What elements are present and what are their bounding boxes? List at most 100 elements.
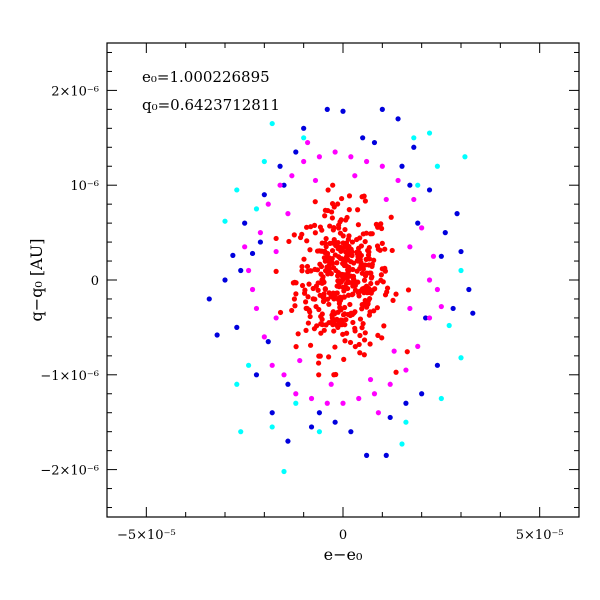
data-point xyxy=(411,196,417,203)
data-point xyxy=(344,330,350,336)
y-tick-label: 0 xyxy=(91,274,99,289)
data-point xyxy=(340,400,346,406)
data-point xyxy=(316,248,322,254)
data-point xyxy=(361,290,367,296)
data-point xyxy=(326,354,332,360)
data-point xyxy=(312,199,318,205)
y-tick-label: 2×10⁻⁶ xyxy=(51,84,99,99)
data-point xyxy=(317,261,323,267)
data-point xyxy=(352,282,358,289)
data-point xyxy=(305,139,311,146)
data-point xyxy=(379,163,385,169)
data-point xyxy=(378,221,384,227)
data-point xyxy=(357,235,363,241)
data-point xyxy=(346,207,352,213)
data-point xyxy=(379,106,385,112)
data-point xyxy=(404,349,410,355)
data-point xyxy=(246,267,252,274)
data-point xyxy=(375,332,381,339)
data-point xyxy=(371,139,378,146)
data-point xyxy=(301,256,307,262)
data-point xyxy=(366,270,373,276)
data-point xyxy=(341,272,347,278)
data-point xyxy=(426,130,433,136)
x-axis-label: e−e₀ xyxy=(324,545,363,564)
data-point xyxy=(378,277,384,283)
data-point xyxy=(222,277,228,283)
data-point xyxy=(304,263,311,270)
data-point xyxy=(375,410,381,416)
data-point xyxy=(365,252,372,258)
annotation-q0: q₀=0.6423712811 xyxy=(142,96,280,114)
data-point xyxy=(330,322,336,328)
data-point xyxy=(305,320,311,326)
data-point xyxy=(285,211,291,217)
data-point xyxy=(340,260,346,267)
data-point xyxy=(438,395,444,402)
data-point xyxy=(234,187,240,193)
data-point xyxy=(318,313,324,320)
data-point xyxy=(315,360,322,366)
data-point xyxy=(293,391,299,397)
data-point xyxy=(308,224,314,230)
data-point xyxy=(301,125,307,131)
data-point xyxy=(458,267,464,274)
data-point xyxy=(290,280,296,286)
data-point xyxy=(343,249,349,255)
data-point xyxy=(374,305,380,311)
data-point xyxy=(324,400,330,406)
data-point xyxy=(261,158,267,165)
data-point xyxy=(315,287,321,293)
data-point xyxy=(320,298,327,304)
data-point xyxy=(343,316,349,323)
data-point xyxy=(340,233,346,239)
data-point xyxy=(265,201,271,207)
data-point xyxy=(317,353,323,359)
data-point xyxy=(338,307,344,313)
data-point xyxy=(316,429,322,435)
data-point xyxy=(350,319,356,326)
data-point xyxy=(277,163,283,169)
data-point xyxy=(362,330,368,336)
data-point xyxy=(388,214,394,220)
data-point xyxy=(285,438,291,444)
data-point xyxy=(367,376,374,383)
data-point xyxy=(269,410,275,416)
data-point xyxy=(360,135,366,141)
data-point xyxy=(368,280,374,287)
data-point xyxy=(249,286,256,293)
data-point xyxy=(351,277,357,284)
data-point xyxy=(332,419,338,425)
data-point xyxy=(312,230,318,236)
data-point xyxy=(361,337,368,343)
data-point xyxy=(361,193,367,199)
data-point xyxy=(326,258,332,265)
data-point xyxy=(339,277,346,283)
data-point xyxy=(335,278,341,284)
data-point xyxy=(206,296,212,302)
data-point xyxy=(292,303,298,309)
data-point xyxy=(327,223,333,229)
data-point xyxy=(395,116,401,122)
data-point xyxy=(367,341,373,347)
data-point xyxy=(419,225,425,231)
data-point xyxy=(355,290,362,296)
data-point xyxy=(341,294,347,300)
data-point xyxy=(403,400,409,406)
data-point xyxy=(359,306,365,312)
data-point xyxy=(403,367,409,373)
data-point xyxy=(373,221,379,227)
data-point xyxy=(291,232,297,238)
data-point xyxy=(331,372,337,378)
data-point xyxy=(366,296,373,302)
data-point xyxy=(286,238,292,245)
data-point xyxy=(379,240,385,246)
data-point xyxy=(322,286,328,292)
data-point xyxy=(438,303,444,310)
data-point xyxy=(363,230,369,236)
data-point xyxy=(423,315,429,321)
data-point xyxy=(349,239,356,245)
x-tick-label: 0 xyxy=(339,528,347,543)
data-point xyxy=(389,247,395,254)
